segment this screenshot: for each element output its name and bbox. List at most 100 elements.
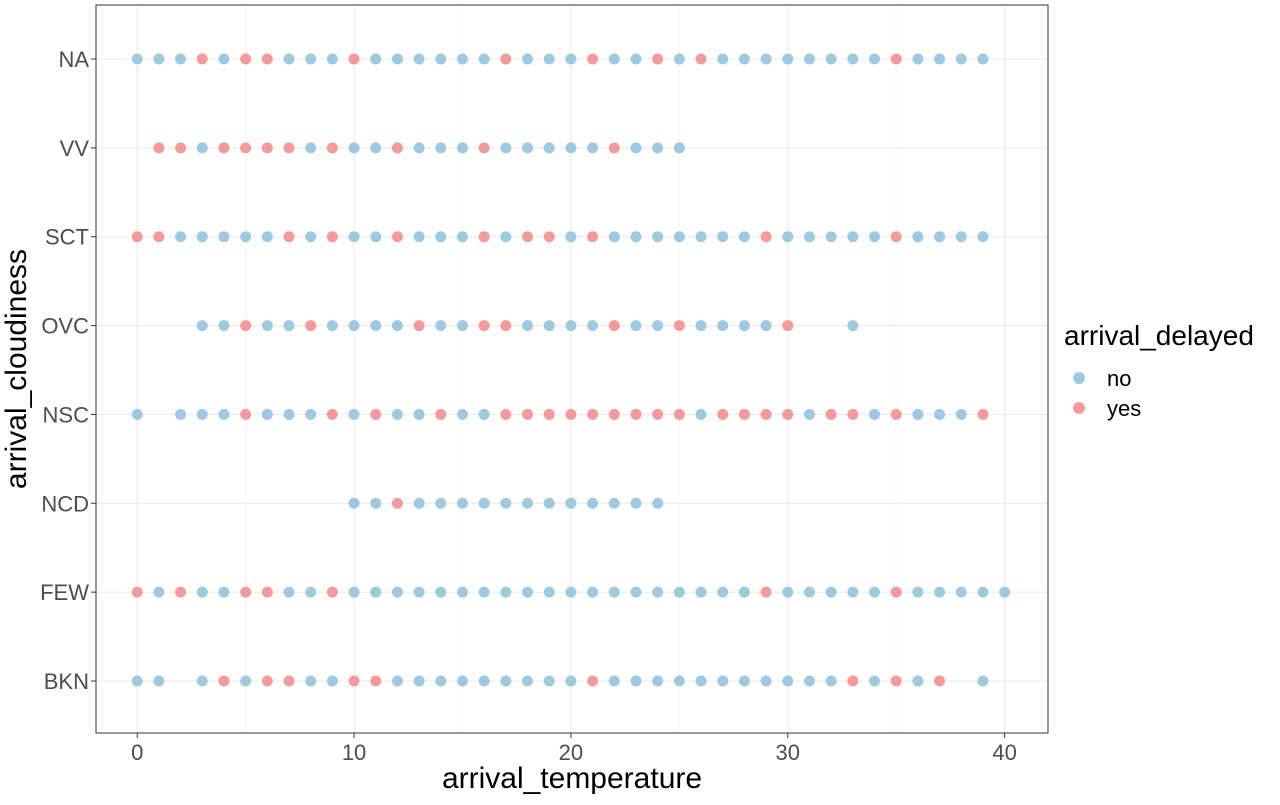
data-point-no (803, 231, 815, 243)
data-point-no (196, 675, 208, 687)
data-point-no (847, 53, 859, 65)
data-point-no (435, 53, 447, 65)
data-point-yes (738, 408, 750, 420)
data-point-no (413, 586, 425, 598)
data-point-no (738, 320, 750, 332)
data-point-yes (153, 231, 165, 243)
data-point-no (977, 586, 989, 598)
data-point-yes (522, 231, 534, 243)
data-point-yes (630, 408, 642, 420)
data-point-no (955, 231, 967, 243)
data-point-yes (283, 142, 295, 154)
data-point-no (869, 231, 881, 243)
data-point-no (782, 53, 794, 65)
y-tick-label: BKN (44, 669, 89, 694)
data-point-no (717, 675, 729, 687)
data-point-yes (782, 320, 794, 332)
data-point-no (500, 675, 512, 687)
data-point-no (587, 320, 599, 332)
data-point-no (153, 53, 165, 65)
data-point-no (413, 53, 425, 65)
data-point-no (348, 408, 360, 420)
data-point-no (587, 586, 599, 598)
data-point-no (348, 231, 360, 243)
data-point-no (630, 586, 642, 598)
data-point-no (587, 142, 599, 154)
data-point-no (478, 586, 490, 598)
data-point-no (630, 320, 642, 332)
data-point-no (391, 675, 403, 687)
data-point-no (738, 675, 750, 687)
data-point-yes (283, 231, 295, 243)
data-point-no (500, 142, 512, 154)
data-point-no (565, 231, 577, 243)
data-point-yes (500, 53, 512, 65)
data-point-no (413, 497, 425, 509)
data-point-no (196, 408, 208, 420)
x-axis-title: arrival_temperature (442, 762, 702, 795)
data-point-no (803, 53, 815, 65)
data-point-no (869, 408, 881, 420)
data-point-no (955, 408, 967, 420)
legend-title: arrival_delayed (1064, 320, 1254, 351)
data-point-yes (326, 586, 338, 598)
data-point-yes (240, 142, 252, 154)
data-point-no (305, 586, 317, 598)
data-point-yes (565, 408, 577, 420)
data-point-no (738, 586, 750, 598)
data-point-no (760, 320, 772, 332)
data-point-no (760, 675, 772, 687)
data-point-no (456, 320, 468, 332)
data-point-no (825, 53, 837, 65)
data-point-no (153, 586, 165, 598)
data-point-no (131, 675, 143, 687)
data-point-no (847, 320, 859, 332)
points-layer (131, 53, 1011, 687)
data-point-no (565, 586, 577, 598)
data-point-yes (890, 675, 902, 687)
data-point-yes (240, 320, 252, 332)
data-point-no (435, 586, 447, 598)
data-point-no (825, 586, 837, 598)
legend-label-yes: yes (1107, 396, 1141, 421)
data-point-no (305, 142, 317, 154)
data-point-no (131, 53, 143, 65)
data-point-no (608, 231, 620, 243)
legend-key-yes (1073, 402, 1085, 414)
data-point-no (326, 53, 338, 65)
data-point-no (175, 408, 187, 420)
data-point-no (456, 53, 468, 65)
data-point-yes (500, 320, 512, 332)
data-point-no (869, 53, 881, 65)
data-point-no (218, 586, 230, 598)
data-point-yes (153, 142, 165, 154)
data-point-yes (131, 231, 143, 243)
x-tick-label: 0 (131, 740, 143, 765)
data-point-no (652, 320, 664, 332)
data-point-no (630, 231, 642, 243)
data-point-no (912, 408, 924, 420)
y-tick-label: NCD (41, 491, 89, 516)
data-point-no (391, 53, 403, 65)
data-point-no (522, 320, 534, 332)
y-tick-label: OVC (41, 314, 89, 339)
x-tick-label: 10 (342, 740, 366, 765)
data-point-no (608, 53, 620, 65)
data-point-no (934, 231, 946, 243)
data-point-no (456, 675, 468, 687)
data-point-yes (760, 231, 772, 243)
data-point-no (543, 320, 555, 332)
y-tick-label: SCT (45, 225, 89, 250)
data-point-no (435, 320, 447, 332)
data-point-no (522, 675, 534, 687)
legend-key-no (1073, 372, 1085, 384)
data-point-no (391, 586, 403, 598)
data-point-no (305, 408, 317, 420)
data-point-yes (543, 231, 555, 243)
data-point-no (500, 231, 512, 243)
y-tick-label: NA (58, 47, 89, 72)
data-point-no (695, 586, 707, 598)
data-point-no (630, 497, 642, 509)
data-point-no (196, 586, 208, 598)
